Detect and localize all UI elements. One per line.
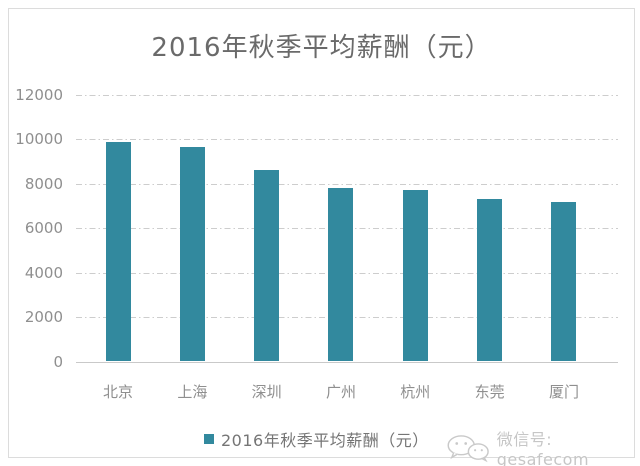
legend: 2016年秋季平均薪酬（元） bbox=[204, 429, 429, 450]
y-axis-tick-label: 12000 bbox=[15, 86, 63, 104]
bar-北京 bbox=[105, 141, 131, 362]
x-axis-tick-label: 厦门 bbox=[548, 383, 579, 401]
bar-上海 bbox=[179, 147, 205, 362]
y-axis-tick-label: 2000 bbox=[24, 308, 63, 327]
y-axis-tick-label: 0 bbox=[53, 352, 63, 371]
x-axis-line bbox=[76, 361, 618, 363]
y-axis-tick-label: 4000 bbox=[24, 263, 63, 282]
y-axis-tick-label: 6000 bbox=[24, 219, 63, 238]
x-axis-tick-label: 北京 bbox=[102, 383, 134, 401]
x-axis-tick-label: 杭州 bbox=[400, 383, 431, 401]
chart-container: 2016年秋季平均薪酬（元） 0 2000 4000 6000 8000 10000 120… bbox=[8, 8, 635, 466]
y-axis-tick-label: 8000 bbox=[24, 174, 63, 193]
bar-广州 bbox=[328, 188, 354, 362]
x-axis-tick-label: 深圳 bbox=[251, 383, 282, 401]
bar-厦门 bbox=[551, 202, 577, 362]
plot-area: 0 2000 4000 6000 8000 10000 12000 北京 上海 深圳 广州 杭州 东莞 厦… bbox=[9, 9, 634, 457]
y-axis-tick-label: 10000 bbox=[15, 130, 63, 149]
gridline bbox=[76, 139, 618, 141]
gridline bbox=[76, 95, 618, 96]
legend-swatch bbox=[204, 434, 214, 444]
bar-深圳 bbox=[254, 169, 280, 362]
bar-杭州 bbox=[402, 189, 428, 362]
x-axis-tick-label: 东莞 bbox=[474, 383, 505, 401]
watermark-text: 微信号: gesafecom bbox=[496, 430, 590, 466]
x-axis-tick-label: 上海 bbox=[177, 383, 208, 401]
bar-东莞 bbox=[477, 199, 503, 362]
gridline bbox=[76, 183, 618, 185]
legend-label: 2016年秋季平均薪酬（元） bbox=[221, 431, 429, 450]
watermark: 微信号: gesafecom bbox=[446, 426, 634, 466]
chart-title: 2016年秋季平均薪酬（元） bbox=[151, 33, 492, 63]
wechat-icon bbox=[447, 434, 489, 462]
x-axis-tick-label: 广州 bbox=[325, 383, 356, 401]
